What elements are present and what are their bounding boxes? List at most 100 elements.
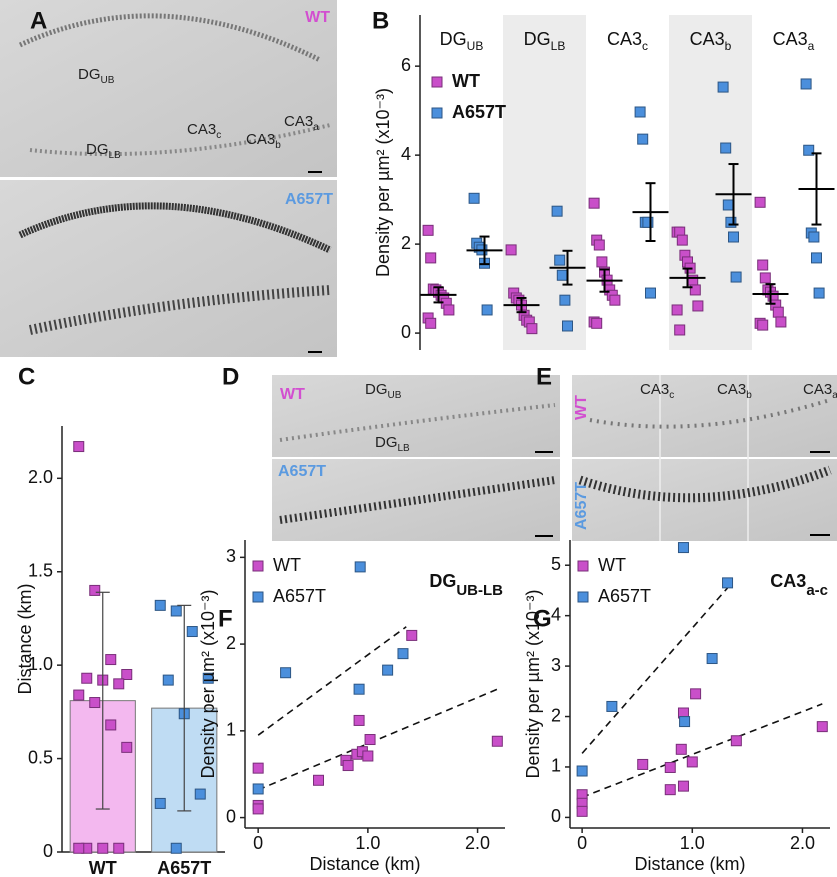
image-panel-d: WT A657T DGUB DGLB	[272, 375, 560, 541]
region-label: CA3c	[640, 381, 674, 401]
panel-letter: F	[218, 605, 233, 632]
data-point	[559, 294, 571, 306]
data-point	[686, 756, 698, 768]
category-label: CA3c	[607, 29, 648, 54]
y-axis-label: Distance (km)	[15, 583, 35, 694]
category-label: DGUB	[440, 29, 484, 54]
region-main: CA3	[640, 381, 669, 398]
data-point	[637, 758, 649, 770]
legend-swatch	[252, 591, 264, 603]
region-main: CA3	[717, 381, 746, 398]
category-label-sub: b	[725, 39, 732, 53]
data-point	[800, 78, 812, 90]
data-point	[730, 735, 742, 747]
category-band	[669, 15, 752, 350]
data-point	[342, 760, 354, 772]
data-point	[642, 216, 654, 228]
data-point	[194, 788, 206, 800]
fit-line	[581, 587, 729, 754]
region-sub: c	[669, 390, 674, 401]
data-point	[759, 272, 771, 284]
fit-line	[257, 626, 407, 736]
data-point	[591, 317, 603, 329]
data-point	[81, 672, 93, 684]
region-sub: b	[275, 140, 281, 151]
region-sub: a	[313, 122, 319, 133]
region-label: CA3c	[187, 121, 221, 141]
category-label-sub: a	[808, 39, 815, 53]
data-point	[397, 648, 409, 660]
data-point	[676, 234, 688, 246]
data-point	[491, 735, 503, 747]
x-tick-label: 2.0	[790, 833, 815, 853]
cell-layer	[28, 285, 331, 335]
data-point	[353, 714, 365, 726]
data-point	[722, 199, 734, 211]
panel-letter: D	[222, 363, 239, 390]
data-point	[576, 765, 588, 777]
data-point	[73, 842, 85, 854]
region-main: DG	[365, 381, 388, 398]
x-tick-label: 1.0	[355, 833, 380, 853]
image-label: WT	[573, 395, 590, 420]
x-tick-label: 1.0	[680, 833, 705, 853]
chart-title-main: CA3	[770, 571, 806, 591]
region-sub: UB	[388, 390, 402, 401]
data-point	[113, 678, 125, 690]
data-point	[722, 577, 734, 589]
data-point	[73, 689, 85, 701]
y-tick-label: 2	[551, 705, 561, 725]
panel-letter: C	[18, 363, 35, 390]
region-label: DGLB	[375, 434, 410, 454]
data-point	[606, 700, 618, 712]
data-point	[105, 719, 117, 731]
data-point	[596, 256, 608, 268]
panel-letter: A	[30, 7, 47, 34]
y-tick-label: 5	[551, 554, 561, 574]
data-point	[634, 106, 646, 118]
data-point	[679, 716, 691, 728]
data-point	[757, 259, 769, 271]
legend-label: A657T	[273, 586, 326, 606]
data-point	[562, 320, 573, 332]
region-main: CA3	[284, 113, 313, 130]
data-point	[280, 667, 292, 679]
image-panel-a: WT A657T DGUB DGLB CA3c CA3b CA3a	[0, 0, 337, 357]
y-tick-label: 2.0	[28, 467, 53, 487]
region-label: DGUB	[78, 66, 115, 86]
region-sub: LB	[109, 150, 122, 161]
region-main: CA3	[803, 381, 832, 398]
data-point	[154, 797, 166, 809]
cell-layer	[18, 13, 322, 63]
data-point	[468, 192, 480, 204]
data-point	[422, 224, 434, 236]
legend-label: A657T	[598, 586, 651, 606]
region-label: CA3b	[717, 381, 752, 401]
category-label-sub: LB	[551, 39, 566, 53]
region-sub: a	[832, 390, 837, 401]
x-tick-label: A657T	[157, 858, 211, 877]
y-tick-label: 2	[226, 633, 236, 653]
data-point	[689, 284, 701, 296]
x-axis-label: Distance (km)	[634, 854, 745, 874]
region-sub: UB	[101, 75, 115, 86]
region-main: DG	[78, 66, 101, 83]
y-tick-label: 1.5	[28, 560, 53, 580]
data-point	[443, 304, 455, 316]
data-point	[811, 252, 822, 264]
y-tick-label: 2	[401, 233, 411, 253]
data-point	[73, 441, 85, 453]
legend-swatch	[431, 76, 443, 88]
data-point	[252, 803, 264, 815]
region-label: CA3b	[246, 131, 281, 151]
panel-letter: B	[372, 7, 389, 34]
chart-title-main: DG	[429, 571, 456, 591]
y-tick-label: 3	[226, 546, 236, 566]
data-point	[354, 561, 366, 573]
data-point	[162, 674, 174, 686]
data-point	[803, 144, 815, 156]
y-axis-label: Density per µm² (x10⁻³)	[373, 88, 393, 277]
data-point	[556, 269, 568, 281]
data-point	[588, 197, 600, 209]
